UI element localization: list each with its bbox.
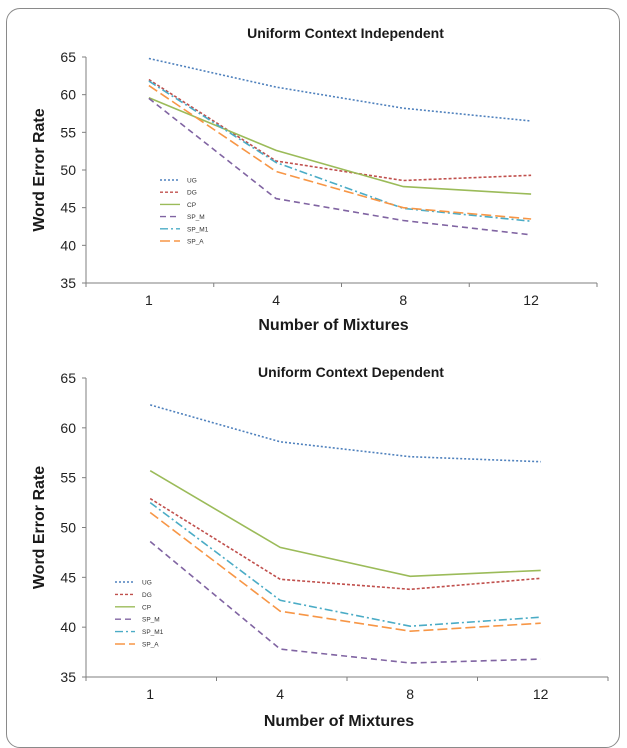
legend-label: UG: [142, 580, 152, 587]
chart-1: Uniform Context Independent 35 40 45 50 55 60 6…: [31, 25, 598, 334]
chart-title: Uniform Context Dependent: [258, 364, 444, 380]
series-line-dg: [148, 78, 532, 182]
x-tick-label: 1: [146, 686, 154, 702]
series-line-cp: [149, 470, 541, 578]
y-tick-label: 60: [60, 420, 76, 436]
series-line-ug: [149, 404, 541, 463]
y-tick-label: 65: [60, 370, 76, 386]
legend-label: UG: [187, 178, 197, 185]
legend-label: SP_M1: [142, 629, 164, 636]
y-tick-label: 40: [60, 619, 76, 635]
x-tick-label: 4: [276, 686, 284, 702]
series-line-sp-m: [149, 540, 541, 664]
series-line-ug: [148, 57, 532, 122]
legend-label: CP: [142, 604, 151, 611]
legend-label: SP_M: [142, 617, 160, 624]
x-axis-label: Number of Mixtures: [258, 317, 408, 334]
y-tick-label: 50: [60, 520, 76, 536]
series-line-cp: [148, 96, 532, 195]
legend: UG DG CP SP_M SP_M1 SP_A: [160, 178, 209, 246]
series-line-sp-m1: [149, 501, 541, 628]
series-line-sp-a: [148, 84, 532, 220]
series-line-dg: [149, 497, 541, 591]
y-tick-label: 55: [60, 470, 76, 486]
x-tick-label: 1: [145, 292, 153, 308]
x-tick-label: 12: [533, 686, 549, 702]
legend-label: SP_A: [142, 642, 159, 649]
series-line-sp-m: [148, 97, 532, 236]
series-line-sp-m1: [148, 80, 532, 222]
y-axis-label: Word Error Rate: [31, 466, 48, 589]
y-tick-label: 60: [60, 87, 76, 103]
y-tick-label: 35: [60, 275, 76, 291]
y-tick-label: 50: [60, 162, 76, 178]
y-tick-label: 40: [60, 237, 76, 253]
y-tick-label: 35: [60, 669, 76, 685]
chart-title: Uniform Context Independent: [247, 25, 444, 41]
series-line-sp-a: [149, 511, 541, 633]
legend-label: SP_A: [187, 239, 204, 246]
x-tick-label: 4: [272, 292, 280, 308]
legend-label: DG: [187, 190, 197, 197]
figure-svg: Uniform Context Independent 35 40 45 50 55 60 6…: [31, 25, 609, 730]
y-tick-label: 55: [60, 124, 76, 140]
legend-label: SP_M1: [187, 226, 209, 233]
y-tick-label: 45: [60, 200, 76, 216]
x-tick-label: 8: [406, 686, 414, 702]
legend: UG DG CP SP_M SP_M1 SP_A: [115, 580, 164, 649]
legend-label: CP: [187, 202, 196, 209]
y-axis-label: Word Error Rate: [31, 108, 48, 231]
x-tick-label: 8: [399, 292, 407, 308]
y-tick-label: 65: [60, 49, 76, 65]
x-axis-label: Number of Mixtures: [264, 713, 414, 730]
legend-label: SP_M: [187, 214, 205, 221]
chart-2: Uniform Context Dependent 35 40 45 50 55 60 65 1…: [31, 364, 609, 730]
legend-label: DG: [142, 592, 152, 599]
y-tick-label: 45: [60, 569, 76, 585]
x-tick-label: 12: [523, 292, 539, 308]
